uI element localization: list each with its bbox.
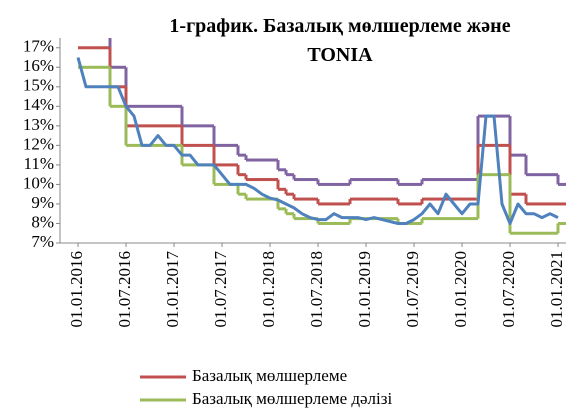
y-tick-label: 7% [31, 232, 54, 251]
x-tick-label: 01.07.2017 [211, 251, 230, 328]
x-tick-label: 01.01.2016 [67, 251, 86, 328]
x-tick-label: 01.07.2018 [307, 251, 326, 328]
y-tick-label: 10% [23, 173, 54, 192]
legend-label: Базалық мөлшерлеме [192, 366, 347, 385]
x-tick-label: 01.07.2019 [403, 251, 422, 328]
x-tick-label: 01.01.2020 [451, 251, 470, 328]
x-tick-label: 01.01.2021 [547, 251, 566, 328]
y-tick-label: 16% [23, 56, 54, 75]
x-tick-label: 01.01.2019 [355, 251, 374, 328]
x-tick-label: 01.07.2020 [499, 251, 518, 328]
y-tick-label: 12% [23, 134, 54, 153]
x-tick-label: 01.07.2016 [115, 251, 134, 328]
series-line [76, 57, 559, 225]
y-tick-label: 17% [23, 37, 54, 56]
x-tick-label: 01.01.2017 [163, 251, 182, 328]
y-tick-label: 14% [23, 95, 54, 114]
plot-area [76, 38, 566, 235]
legend-label: Базалық мөлшерлеме дәлізі [192, 389, 392, 408]
x-tick-label: 01.01.2018 [259, 251, 278, 328]
y-tick-label: 11% [23, 154, 54, 173]
chart-title: 1-график. Базалық мөлшерлеме және TONIA [169, 15, 511, 66]
y-tick-label: 13% [23, 115, 54, 134]
y-tick-label: 9% [31, 193, 54, 212]
y-tick-label: 8% [31, 212, 54, 231]
y-tick-label: 15% [23, 76, 54, 95]
